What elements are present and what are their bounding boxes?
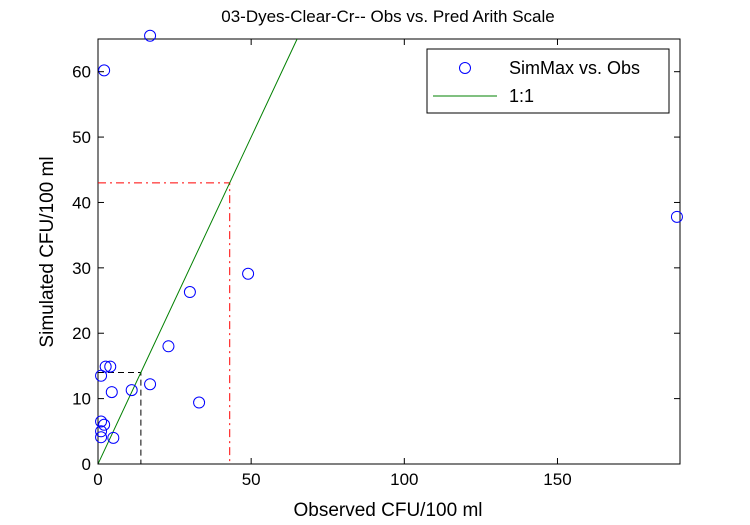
y-tick-label: 30 xyxy=(72,259,91,278)
y-tick-label: 20 xyxy=(72,324,91,343)
y-axis: 0 10 20 30 40 50 60 xyxy=(72,63,680,474)
y-tick-label: 0 xyxy=(82,455,91,474)
y-tick-label: 10 xyxy=(72,390,91,409)
y-axis-title: Simulated CFU/100 ml xyxy=(37,156,58,347)
legend-marker-circle xyxy=(459,62,471,74)
data-point xyxy=(670,210,683,223)
data-point xyxy=(105,386,118,399)
legend: SimMax vs. Obs 1:1 xyxy=(426,48,670,114)
data-points xyxy=(95,29,683,444)
data-point xyxy=(107,431,120,444)
data-point xyxy=(98,64,111,77)
data-point xyxy=(95,431,108,444)
data-point xyxy=(144,378,157,391)
data-point xyxy=(193,396,206,409)
data-point xyxy=(162,340,175,353)
data-point xyxy=(98,418,111,431)
data-point xyxy=(125,384,138,397)
data-point xyxy=(95,369,108,382)
x-tick-label: 100 xyxy=(390,470,418,489)
x-tick-label: 50 xyxy=(242,470,261,489)
chart-title: 03-Dyes-Clear-Cr-- Obs vs. Pred Arith Sc… xyxy=(221,7,554,26)
x-tick-label: 0 xyxy=(93,470,102,489)
legend-label-1to1: 1:1 xyxy=(509,86,534,106)
x-axis-title: Observed CFU/100 ml xyxy=(293,500,482,521)
data-point xyxy=(183,286,196,299)
x-axis: 0 50 100 150 xyxy=(93,39,572,489)
data-point xyxy=(144,29,157,42)
y-tick-label: 60 xyxy=(72,63,91,82)
y-tick-label: 40 xyxy=(72,193,91,212)
data-point xyxy=(95,425,108,438)
legend-box xyxy=(426,48,670,114)
legend-label-simmax: SimMax vs. Obs xyxy=(509,58,640,78)
data-point xyxy=(104,360,117,373)
y-tick-label: 50 xyxy=(72,128,91,147)
data-point xyxy=(242,267,255,280)
series-lines xyxy=(98,39,298,464)
series-line-1to1 xyxy=(98,39,298,464)
x-tick-label: 150 xyxy=(543,470,571,489)
data-point xyxy=(95,415,108,428)
